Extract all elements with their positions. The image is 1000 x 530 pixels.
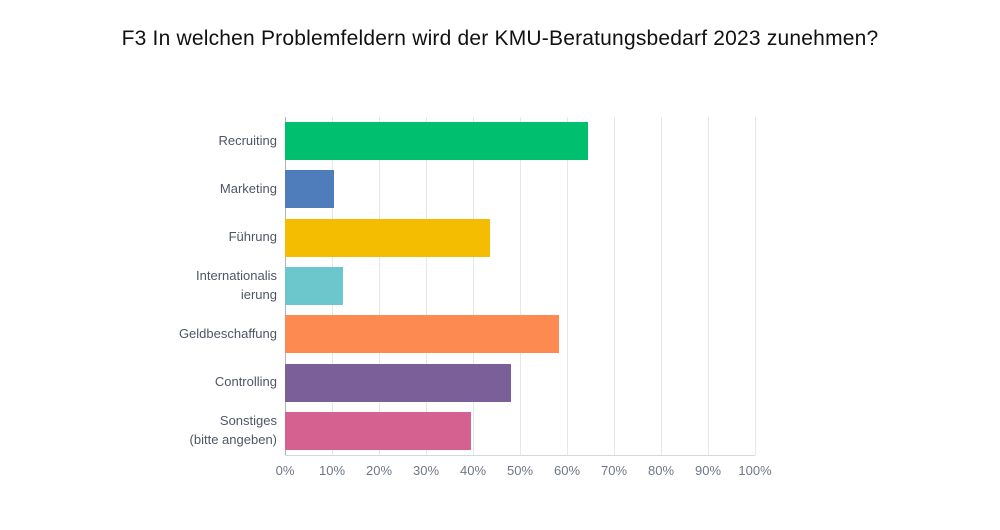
plot-area xyxy=(285,117,756,456)
x-tick-label-30: 30% xyxy=(412,463,440,478)
x-tick-label-100: 100% xyxy=(738,463,772,478)
gridline xyxy=(379,117,380,455)
bar-f-hrung xyxy=(285,218,491,257)
category-label-recruiting: Recruiting xyxy=(0,117,277,165)
gridline xyxy=(426,117,427,455)
category-label-line: Internationalis xyxy=(196,268,277,284)
x-tick-label-50: 50% xyxy=(506,463,534,478)
category-label-line: Führung xyxy=(228,229,277,245)
bar-marketing xyxy=(285,170,334,209)
x-axis-tick-labels: 0% 10% 20% 30% 40% 50% 60% 70% 80% 90% 100% xyxy=(276,463,772,483)
category-label-line: Controlling xyxy=(214,374,277,390)
gridline xyxy=(614,117,615,455)
bar-controlling xyxy=(285,363,511,402)
category-label-controlling: Controlling xyxy=(0,358,277,406)
category-labels: Recruiting Marketing Führung Internationali… xyxy=(0,117,277,455)
x-tick-label-0: 0% xyxy=(275,463,295,478)
category-label-line: Marketing xyxy=(219,181,277,196)
gridline xyxy=(473,117,474,455)
x-tick-label-20: 20% xyxy=(365,463,393,478)
category-label-internationalisierung: Internationalis ierung xyxy=(0,262,277,310)
category-label-marketing: Marketing xyxy=(0,165,277,213)
bar-sonstiges-bitte-angeben xyxy=(285,411,472,450)
gridline xyxy=(755,117,756,455)
gridline xyxy=(708,117,709,455)
x-tick-label-90: 90% xyxy=(694,463,722,478)
gridline xyxy=(567,117,568,455)
category-label-line: Geldbeschaffung xyxy=(178,325,277,341)
bar-internationalisierung xyxy=(285,267,344,305)
category-label-line: ierung xyxy=(240,286,277,302)
x-tick-label-40: 40% xyxy=(459,463,487,478)
category-label-line: (bitte angeben) xyxy=(189,431,277,447)
gridline xyxy=(661,117,662,455)
category-label-line: Sonstiges xyxy=(219,413,277,428)
x-tick-label-70: 70% xyxy=(600,463,628,478)
bar-geldbeschaffung xyxy=(285,315,560,354)
bar-recruiting xyxy=(285,122,589,161)
gridline xyxy=(520,117,521,455)
category-label-geldbeschaffung: Geldbeschaffung xyxy=(0,310,277,358)
x-tick-label-60: 60% xyxy=(553,463,581,478)
x-tick-label-10: 10% xyxy=(318,463,346,478)
chart-title: F3 In welchen Problemfeldern wird der KM… xyxy=(121,27,879,50)
category-label-sonstiges-bitte-angeben: Sonstiges (bitte angeben) xyxy=(0,407,277,455)
x-tick-label-80: 80% xyxy=(647,463,675,478)
category-label-line: Recruiting xyxy=(218,132,277,148)
category-label-f-hrung: Führung xyxy=(0,214,277,262)
